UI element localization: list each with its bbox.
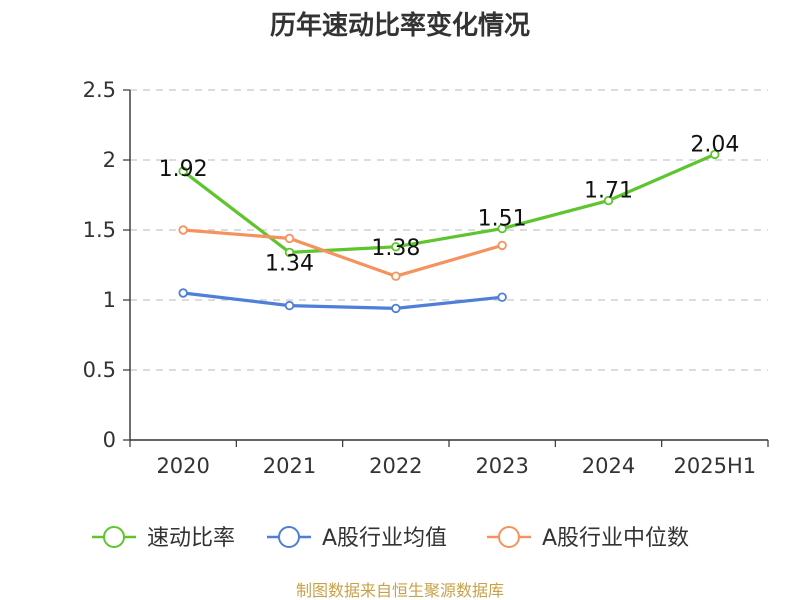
data-point [391,242,401,252]
data-label: 1.71 [584,179,633,204]
data-point [284,247,295,258]
data-point [178,288,188,298]
data-point [710,149,720,160]
x-tick-label: 2025H1 [674,454,757,478]
series-line-0 [182,152,716,254]
legend-marker [278,526,300,548]
legend-marker [103,526,125,548]
data-point [178,225,188,235]
x-tick-label: 2021 [263,454,316,478]
series-group [178,149,720,314]
data-label: 2.04 [690,132,739,157]
data-label: 1.38 [371,236,420,261]
legend-label: A股行业中位数 [542,526,689,551]
data-point [603,195,614,206]
legend-item-0[interactable]: 速动比率 [92,526,235,551]
data-point [284,233,295,244]
x-tick-label: 2023 [475,454,528,478]
x-tick-label: 2022 [369,454,422,478]
y-tick-label: 1.5 [83,218,116,242]
legend-item-2[interactable]: A股行业中位数 [487,526,689,551]
x-tick-label: 2020 [156,454,209,478]
data-point [497,240,507,251]
data-point [284,300,295,311]
legend-item-1[interactable]: A股行业均值 [267,526,447,551]
source-note: 制图数据来自恒生聚源数据库 [296,581,504,600]
y-tick-label: 0.5 [83,358,116,382]
data-point [391,303,401,314]
y-tick-label: 2.5 [83,78,116,102]
data-label: 1.92 [159,157,208,182]
grid-lines [130,89,768,371]
legend-label: 速动比率 [147,526,235,551]
series-line-1 [182,291,503,310]
legend-marker [498,526,520,548]
axes: 0 0.5 1 1.5 2 2.5 2020 2021 2022 2023 2024 2025H1 [83,78,769,478]
data-label: 1.34 [265,251,314,276]
x-tick-label: 2024 [582,454,635,478]
chart-title: 历年速动比率变化情况 [270,10,530,41]
legend-label: A股行业均值 [322,526,447,551]
data-point [497,223,507,234]
data-point [178,166,188,176]
y-tick-label: 1 [103,288,116,312]
data-labels: 1.92 1.34 1.38 1.51 1.71 2.04 [159,132,740,276]
legend[interactable]: 速动比率 A股行业均值 A股行业中位数 [92,526,689,551]
data-point [391,271,401,281]
data-point [497,292,507,302]
data-label: 1.51 [478,207,527,232]
series-line-2 [183,228,503,278]
y-tick-label: 2 [103,148,116,172]
y-tick-label: 0 [103,428,116,452]
